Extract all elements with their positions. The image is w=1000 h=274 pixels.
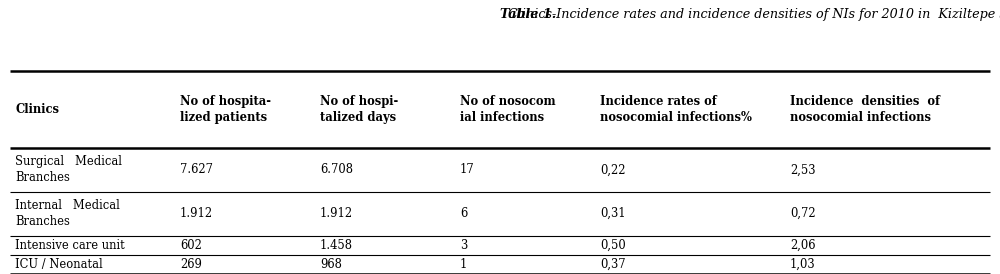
Text: 7.627: 7.627 <box>180 163 213 176</box>
Text: Clinics-Incidence rates and incidence densities of NIs for 2010 in  Kiziltepe St: Clinics-Incidence rates and incidence de… <box>500 8 1000 21</box>
Text: 2,53: 2,53 <box>790 163 816 176</box>
Text: 2,06: 2,06 <box>790 239 816 252</box>
Text: 0,31: 0,31 <box>600 207 626 220</box>
Text: 269: 269 <box>180 258 202 271</box>
Text: Intensive care unit: Intensive care unit <box>15 239 125 252</box>
Text: 1: 1 <box>460 258 467 271</box>
Text: Internal   Medical
Branches: Internal Medical Branches <box>15 199 120 228</box>
Text: ICU / Neonatal: ICU / Neonatal <box>15 258 103 271</box>
Text: 3: 3 <box>460 239 467 252</box>
Text: 6.708: 6.708 <box>320 163 353 176</box>
Text: 0,37: 0,37 <box>600 258 626 271</box>
Text: 1.912: 1.912 <box>320 207 353 220</box>
Text: Table 1.  Clinics-Incidence rates and incidence densities of NIs for 2010 in  Ki: Table 1. Clinics-Incidence rates and inc… <box>0 273 1 274</box>
Text: 0,72: 0,72 <box>790 207 816 220</box>
Text: Clinics: Clinics <box>15 103 59 116</box>
Text: Incidence  densities  of
nosocomial infections: Incidence densities of nosocomial infect… <box>790 95 940 124</box>
Text: Table 1.: Table 1. <box>500 8 556 21</box>
Text: No of nosocom
ial infections: No of nosocom ial infections <box>460 95 556 124</box>
Text: 0,50: 0,50 <box>600 239 626 252</box>
Text: Incidence rates of
nosocomial infections%: Incidence rates of nosocomial infections… <box>600 95 752 124</box>
Text: 17: 17 <box>460 163 475 176</box>
Text: 602: 602 <box>180 239 202 252</box>
Text: 6: 6 <box>460 207 467 220</box>
Text: Surgical   Medical
Branches: Surgical Medical Branches <box>15 155 122 184</box>
Text: No of hospi-
talized days: No of hospi- talized days <box>320 95 398 124</box>
Text: 1,03: 1,03 <box>790 258 816 271</box>
Text: No of hospita-
lized patients: No of hospita- lized patients <box>180 95 271 124</box>
Text: 1.458: 1.458 <box>320 239 353 252</box>
Text: 1.912: 1.912 <box>180 207 213 220</box>
Text: 0,22: 0,22 <box>600 163 626 176</box>
Text: 968: 968 <box>320 258 342 271</box>
Text: Table 1.: Table 1. <box>0 273 1 274</box>
